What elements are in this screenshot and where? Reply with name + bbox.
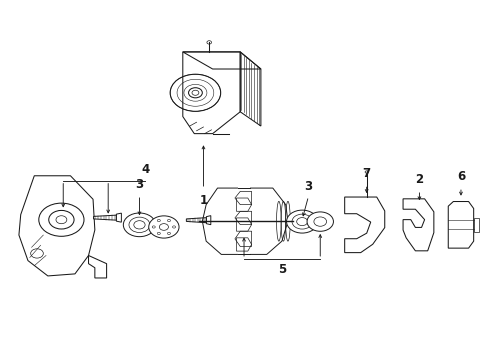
Circle shape bbox=[149, 216, 179, 238]
Circle shape bbox=[123, 213, 156, 237]
Text: 5: 5 bbox=[278, 263, 286, 276]
Polygon shape bbox=[94, 215, 116, 220]
Text: 6: 6 bbox=[457, 170, 465, 183]
Polygon shape bbox=[206, 216, 211, 225]
Circle shape bbox=[287, 210, 318, 233]
Circle shape bbox=[168, 232, 171, 235]
Circle shape bbox=[157, 232, 160, 235]
Text: 3: 3 bbox=[304, 180, 313, 193]
Polygon shape bbox=[116, 213, 122, 222]
Circle shape bbox=[172, 226, 175, 228]
Circle shape bbox=[307, 212, 333, 231]
Circle shape bbox=[207, 41, 212, 44]
Text: 7: 7 bbox=[363, 167, 371, 180]
Polygon shape bbox=[186, 218, 206, 223]
Circle shape bbox=[168, 219, 171, 222]
Text: 3: 3 bbox=[135, 179, 144, 192]
Text: 4: 4 bbox=[141, 163, 149, 176]
Text: 2: 2 bbox=[416, 173, 423, 186]
Circle shape bbox=[152, 226, 155, 228]
Circle shape bbox=[365, 171, 368, 173]
Circle shape bbox=[157, 219, 160, 222]
Text: 1: 1 bbox=[199, 194, 208, 207]
